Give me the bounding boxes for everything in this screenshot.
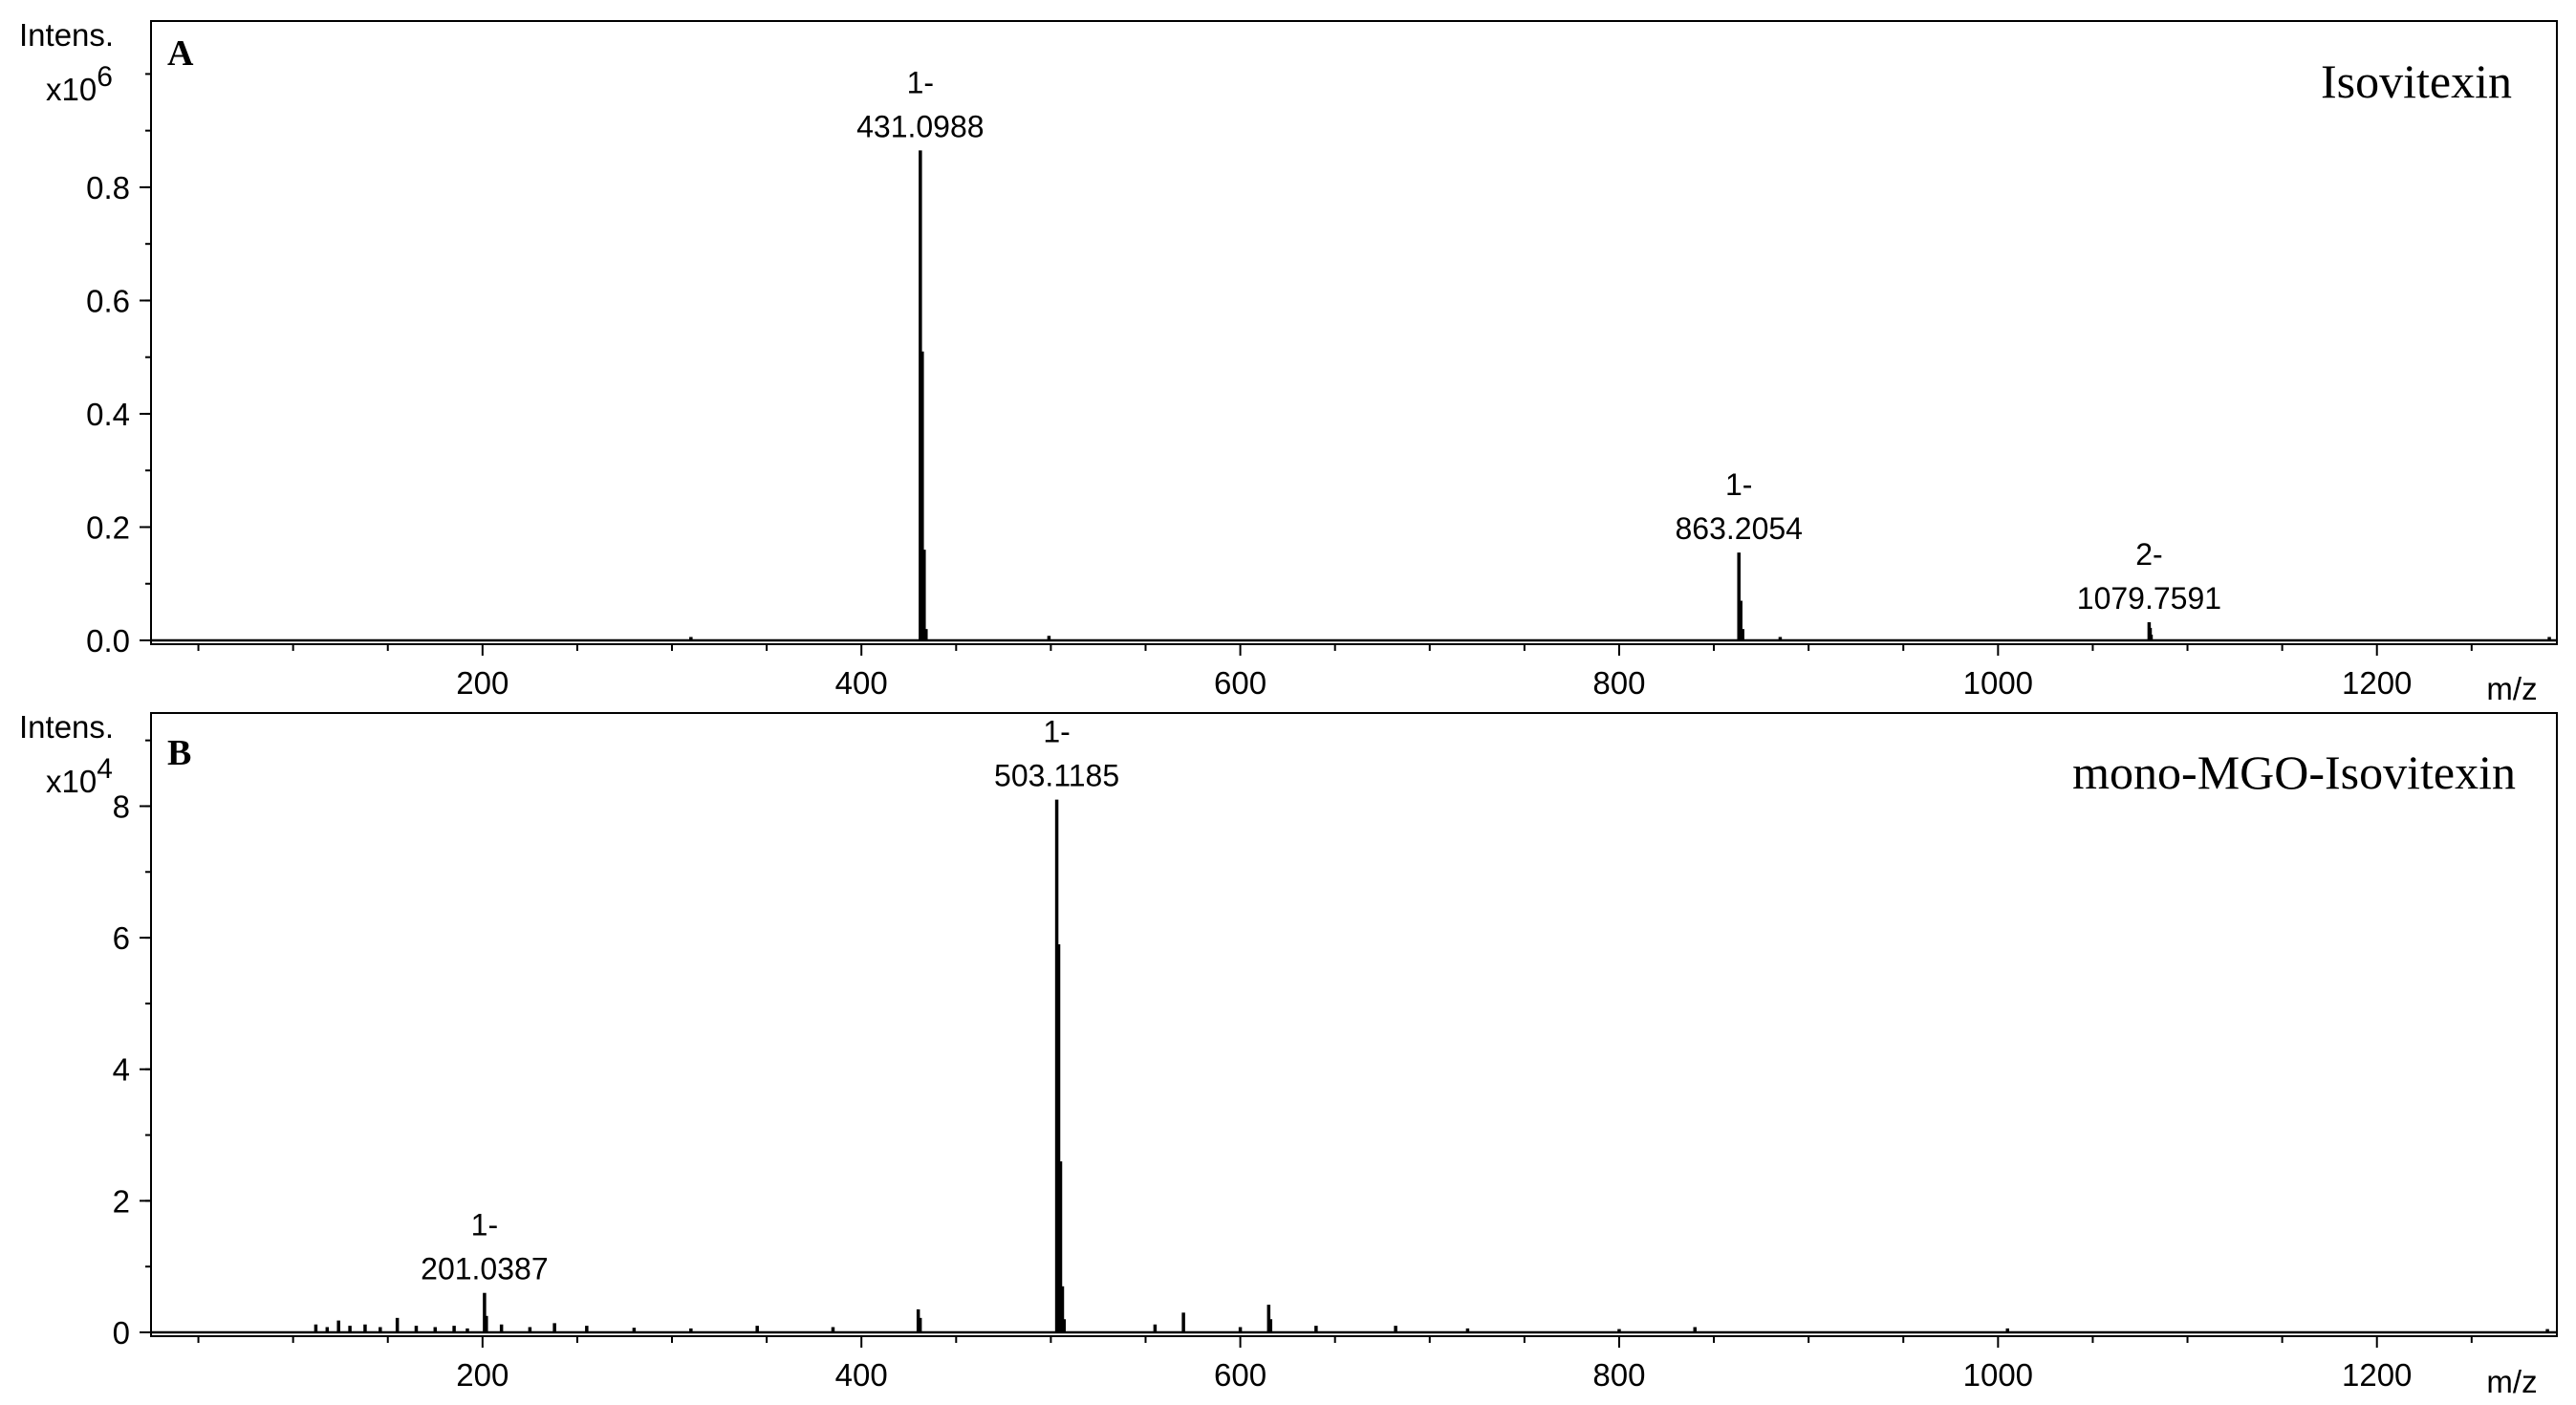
panel-a-peak-mz-label: 431.0988 <box>856 109 984 143</box>
panel-a-y-axis-label: Intens. <box>19 17 114 53</box>
panel-b-y-tick-label: 0 <box>113 1315 130 1351</box>
panel-a-y-axis: 0.0 0.2 0.4 0.6 0.8 <box>86 73 151 659</box>
panel-a-y-tick-label: 0.6 <box>86 283 130 318</box>
panel-b-y-axis-label: Intens. <box>19 709 114 745</box>
panel-a-isovitexin: Intens. x106 A Isovitexin m/z 0.00.20.40… <box>19 17 2558 706</box>
panel-a-y-tick-label: 0.4 <box>86 397 130 432</box>
panel-b-y-tick-label: 4 <box>113 1052 130 1088</box>
panel-b-x-tick-label: 200 <box>456 1357 509 1393</box>
panel-a-peak-mz-label: 863.2054 <box>1675 511 1802 546</box>
panel-a-label: A <box>167 33 194 74</box>
panel-a-peak-charge-label: 1- <box>1725 467 1752 502</box>
panel-a-y-multiplier: x106 <box>46 61 113 107</box>
panel-b-peak-mz-label: 201.0387 <box>421 1252 548 1286</box>
panel-b-peak-charge-label: 1- <box>471 1208 498 1243</box>
panel-b-x-tick-label: 1000 <box>1963 1357 2033 1393</box>
panel-a-x-tick-label: 200 <box>456 665 509 701</box>
panel-a-y-tick-label: 0.8 <box>86 170 130 205</box>
panel-a-x-tick-label: 1000 <box>1963 665 2033 701</box>
panel-b-peak-charge-label: 1- <box>1043 715 1070 749</box>
panel-b-annotations: 1- 201.0387 1- 503.1185 <box>421 715 1119 1286</box>
panel-b-y-tick-label: 6 <box>113 920 130 956</box>
panel-a-y-tick-label: 0.2 <box>86 509 130 545</box>
panel-b-y-multiplier: x104 <box>46 753 113 799</box>
panel-a-title: Isovitexin <box>2321 54 2512 108</box>
panel-b-y-tick-label: 2 <box>113 1183 130 1219</box>
panel-a-peak-charge-label: 1- <box>907 65 934 99</box>
panel-b-label: B <box>167 733 191 773</box>
panel-b-peaks <box>151 799 2557 1334</box>
panel-a-y-tick-label: 0.0 <box>86 623 130 659</box>
panel-b-x-tick-label: 800 <box>1592 1357 1645 1393</box>
panel-a-x-tick-label: 600 <box>1214 665 1266 701</box>
panel-b-x-tick-label: 400 <box>835 1357 888 1393</box>
panel-a-x-tick-label: 1200 <box>2342 665 2412 701</box>
panel-b-mono-mgo-isovitexin: Intens. x104 B mono-MGO-Isovitexin m/z 0… <box>19 709 2558 1399</box>
panel-a-peaks <box>151 150 2557 642</box>
panel-a-x-tick-label: 800 <box>1592 665 1645 701</box>
panel-b-x-tick-label: 1200 <box>2342 1357 2412 1393</box>
panel-b-x-axis-label: m/z <box>2486 1364 2537 1399</box>
panel-a-x-axis: 200 400 600 800 1000 1200 <box>197 644 2473 701</box>
panel-b-y-tick-label: 8 <box>113 789 130 824</box>
panel-b-x-tick-label: 600 <box>1214 1357 1266 1393</box>
panel-a-x-tick-label: 400 <box>835 665 888 701</box>
panel-a-annotations: 1- 431.0988 1- 863.2054 2- 1079.7591 <box>856 65 2221 616</box>
panel-b-title: mono-MGO-Isovitexin <box>2072 746 2516 799</box>
panel-a-plot-frame <box>150 20 2558 645</box>
panel-b-peak-mz-label: 503.1185 <box>994 759 1119 793</box>
panel-b-x-axis: 200 400 600 800 1000 1200 <box>197 1336 2473 1393</box>
panel-a-peak-mz-label: 1079.7591 <box>2077 581 2221 616</box>
panel-b-plot-frame <box>150 712 2558 1337</box>
panel-a-x-axis-label: m/z <box>2486 671 2537 706</box>
panel-a-peak-charge-label: 2- <box>2135 537 2162 572</box>
panel-b-y-axis: 0 2 4 6 8 <box>113 739 151 1351</box>
